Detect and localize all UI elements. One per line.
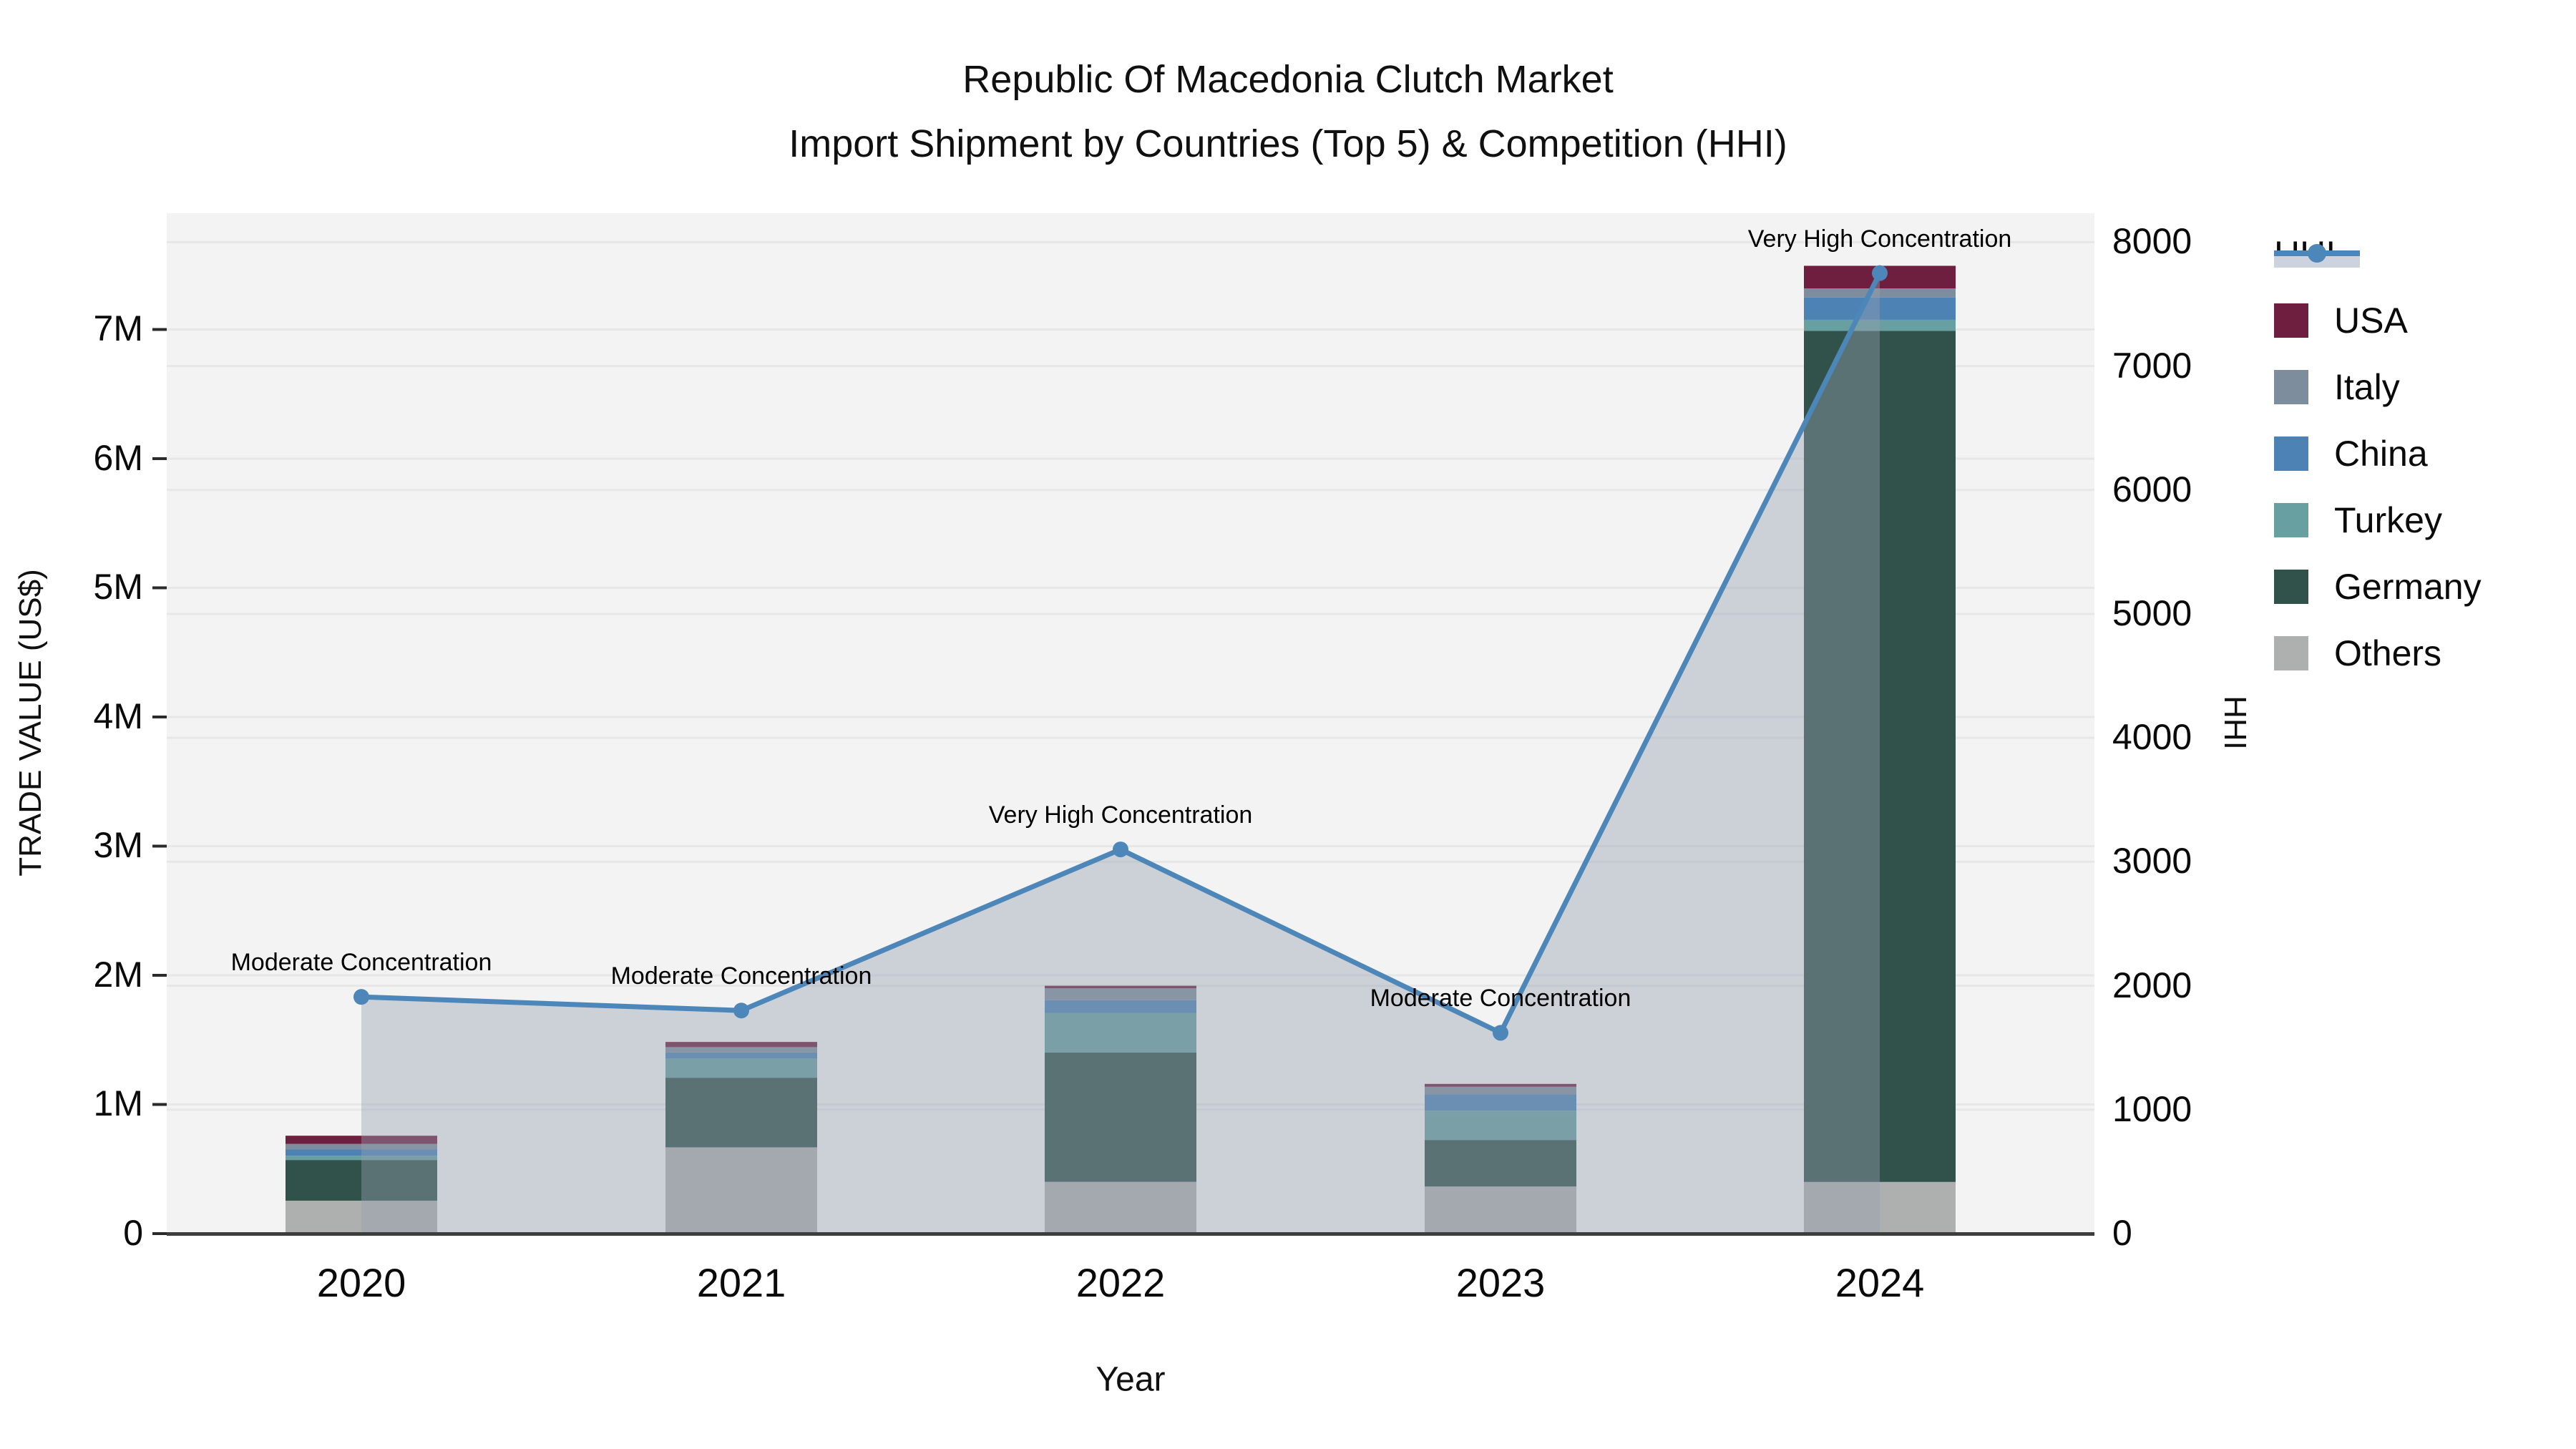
y-left-tick-label: 6M: [93, 437, 143, 478]
chart-subtitle: Import Shipment by Countries (Top 5) & C…: [789, 122, 1787, 165]
hhi-marker-2022: [1113, 841, 1128, 858]
legend-item-usa: USA: [2274, 301, 2408, 341]
legend-label: Turkey: [2334, 500, 2442, 540]
legend-item-china: China: [2274, 434, 2428, 474]
y-left-tick-label: 5M: [93, 567, 143, 608]
bar-segment-germany-2021: [665, 1078, 817, 1148]
x-tick-label: 2022: [1075, 1260, 1166, 1305]
hhi-area: [361, 273, 1880, 1234]
hhi-marker-2023: [1493, 1025, 1508, 1041]
bar-segment-italy-2022: [1045, 988, 1196, 1000]
bar-segment-china-2020: [286, 1149, 437, 1156]
y-right-tick-label: 0: [2112, 1213, 2132, 1253]
usa-swatch-icon: [2274, 303, 2308, 338]
x-tick-label: 2020: [316, 1260, 406, 1305]
bar-segment-germany-2023: [1425, 1140, 1576, 1187]
y-left-tick-label: 4M: [93, 696, 143, 736]
bar-segment-usa-2022: [1045, 985, 1196, 989]
bar-segment-italy-2023: [1425, 1086, 1576, 1095]
y-left-tick-mark: [152, 586, 167, 590]
bar-segment-usa-2021: [665, 1042, 817, 1048]
bar-segment-others-2024: [1804, 1181, 1956, 1234]
bar-segment-turkey-2021: [665, 1058, 817, 1078]
bar-segment-italy-2020: [286, 1143, 437, 1150]
y-left-tick-label: 0: [123, 1213, 143, 1253]
y-axis-right-label: HHI: [2218, 696, 2253, 750]
y-left-tick-mark: [152, 1103, 167, 1106]
bar-segment-others-2022: [1045, 1181, 1196, 1234]
legend-label: USA: [2334, 301, 2408, 341]
chart-title: Republic Of Macedonia Clutch Market: [962, 58, 1614, 101]
bar-segment-germany-2022: [1045, 1052, 1196, 1182]
legend-label: Others: [2334, 633, 2442, 673]
x-tick-label: 2024: [1835, 1260, 1925, 1305]
y-right-tick-label: 7000: [2112, 345, 2192, 386]
hhi-marker-2020: [353, 989, 369, 1005]
y-left-tick-mark: [152, 973, 167, 977]
y-left-tick-mark: [152, 844, 167, 848]
y-right-tick-label: 4000: [2112, 717, 2192, 758]
y-left-tick-mark: [152, 1232, 167, 1235]
china-swatch-icon: [2274, 436, 2308, 471]
x-tick-label: 2023: [1455, 1260, 1546, 1305]
hhi-marker-2024: [1872, 265, 1888, 281]
legend-item-germany: Germany: [2274, 567, 2482, 607]
germany-swatch-icon: [2274, 570, 2308, 604]
y-right-tick-label: 1000: [2112, 1088, 2192, 1129]
hhi-line-sample-icon: [2274, 244, 2360, 268]
legend-item-italy: Italy: [2274, 367, 2400, 407]
y-right-tick-label: 2000: [2112, 965, 2192, 1005]
y-left-tick-mark: [152, 457, 167, 460]
chart-title-block: Republic Of Macedonia Clutch Market Impo…: [0, 47, 2576, 176]
bar-segment-italy-2021: [665, 1047, 817, 1053]
bar-segment-china-2023: [1425, 1094, 1576, 1111]
y-left-tick-label: 2M: [93, 954, 143, 995]
legend-label: Italy: [2334, 367, 2400, 407]
others-swatch-icon: [2274, 636, 2308, 670]
legend-label: China: [2334, 434, 2428, 474]
turkey-swatch-icon: [2274, 503, 2308, 537]
y-right-tick-label: 8000: [2112, 221, 2192, 262]
bar-segment-others-2020: [286, 1200, 437, 1234]
bar-segment-others-2023: [1425, 1186, 1576, 1234]
bar-segment-turkey-2020: [286, 1156, 437, 1161]
bar-segment-germany-2024: [1804, 331, 1956, 1182]
annotation-2024: Very High Concentration: [1747, 225, 2012, 253]
annotation-2023: Moderate Concentration: [1370, 985, 1631, 1013]
legend-item-others: Others: [2274, 633, 2442, 673]
y-left-tick-label: 7M: [93, 308, 143, 349]
y-right-tick-label: 6000: [2112, 469, 2192, 509]
bar-segment-turkey-2023: [1425, 1111, 1576, 1141]
annotation-2021: Moderate Concentration: [610, 962, 872, 990]
y-left-tick-label: 1M: [93, 1083, 143, 1124]
bar-segment-china-2024: [1804, 297, 1956, 320]
bar-segment-others-2021: [665, 1147, 817, 1234]
bar-segment-italy-2024: [1804, 288, 1956, 298]
x-tick-label: 2021: [696, 1260, 786, 1305]
bar-segment-usa-2020: [286, 1136, 437, 1144]
y-left-tick-mark: [152, 328, 167, 331]
hhi-marker-2021: [733, 1002, 749, 1019]
legend-label: Germany: [2334, 567, 2482, 607]
bar-segment-usa-2023: [1425, 1083, 1576, 1087]
italy-swatch-icon: [2274, 370, 2308, 404]
bar-segment-turkey-2024: [1804, 319, 1956, 331]
annotation-2022: Very High Concentration: [988, 801, 1253, 829]
y-right-tick-label: 5000: [2112, 592, 2192, 633]
bar-segment-china-2022: [1045, 1000, 1196, 1013]
y-left-tick-label: 3M: [93, 825, 143, 866]
y-left-tick-mark: [152, 715, 167, 718]
bar-segment-turkey-2022: [1045, 1013, 1196, 1053]
x-axis-line: [167, 1232, 2094, 1236]
annotation-2020: Moderate Concentration: [230, 949, 492, 977]
legend-item-hhi: HHI: [2274, 234, 2360, 274]
y-right-tick-label: 3000: [2112, 841, 2192, 882]
x-axis-label: Year: [1096, 1360, 1166, 1399]
bar-segment-germany-2020: [286, 1160, 437, 1201]
bar-segment-china-2021: [665, 1052, 817, 1059]
legend-item-turkey: Turkey: [2274, 500, 2442, 540]
